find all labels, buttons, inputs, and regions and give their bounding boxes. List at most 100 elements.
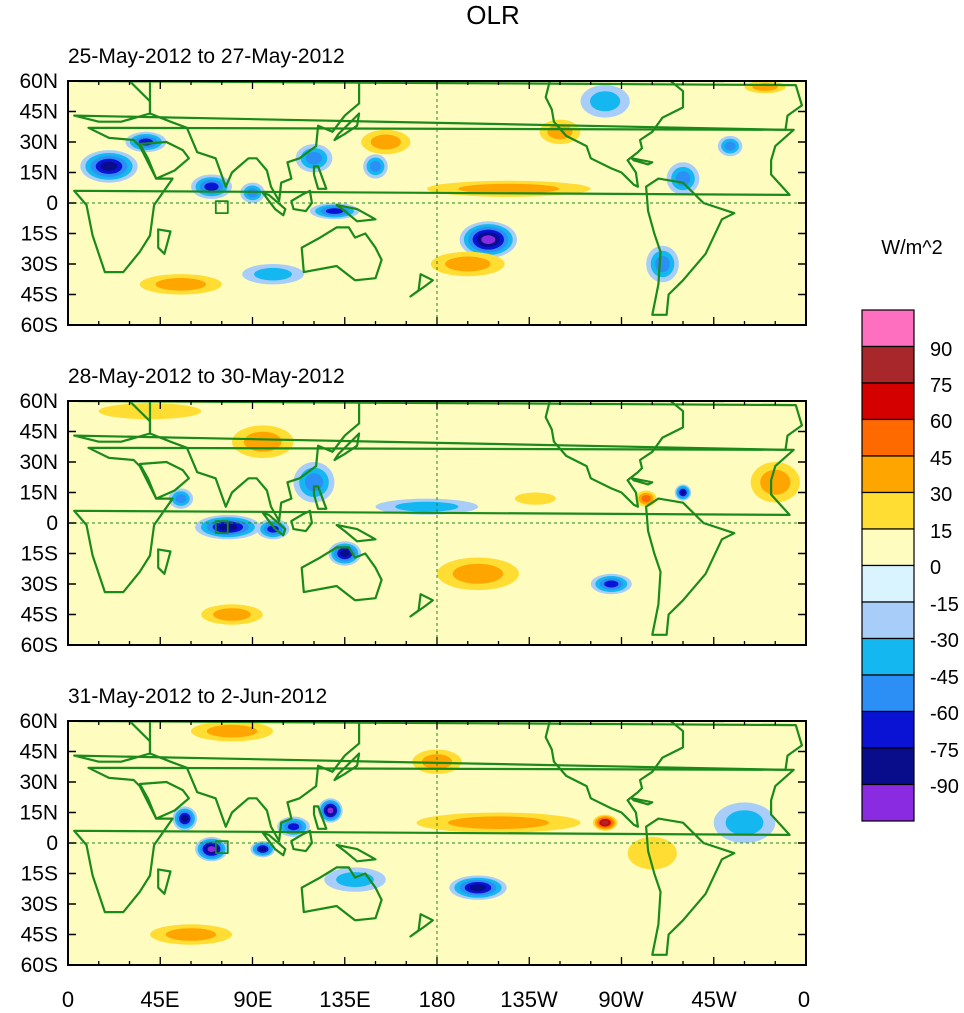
lat-label-30n: 30N <box>19 131 58 154</box>
coastline-new-guinea <box>335 203 377 223</box>
lat-label-60s: 60S <box>21 954 58 977</box>
coastline-borneo <box>290 509 313 533</box>
lat-label-30s: 30S <box>21 253 58 276</box>
colorbar-boxes <box>861 309 915 822</box>
panel-1-date-range: 25-May-2012 to 27-May-2012 <box>68 45 345 68</box>
olr-anomaly-contour <box>655 255 670 273</box>
colorbar-box-0 <box>861 309 915 348</box>
panel-1-coastlines <box>73 81 803 316</box>
panel-2-olr-field <box>68 401 806 645</box>
lon-label-135e: 135E <box>319 987 370 1012</box>
lon-label-45w: 45W <box>691 987 736 1012</box>
colorbar-label-minus-45: -45 <box>930 667 959 689</box>
lat-label-15n: 15N <box>19 162 58 185</box>
olr-anomaly-contour <box>724 141 736 151</box>
panel-1-olr-field <box>68 81 806 325</box>
lon-label-180: 180 <box>419 987 456 1012</box>
olr-anomaly-contour <box>725 810 764 836</box>
lat-label-15s: 15S <box>21 543 58 566</box>
colorbar-unit-label: W/m^2 <box>881 237 943 259</box>
olr-anomaly-contour <box>481 235 496 245</box>
coastline-australia <box>300 226 383 282</box>
lat-label-15s: 15S <box>21 223 58 246</box>
coastline-greenland <box>710 81 726 83</box>
colorbar-label-minus-60: -60 <box>930 703 959 725</box>
colorbar-label-60: 60 <box>930 411 952 433</box>
panel-2-coastlines <box>73 401 803 636</box>
map-panel-1: 25-May-2012 to 27-May-2012 60N 45N 30N 15N 0… <box>19 45 807 337</box>
lat-label-0: 0 <box>46 512 58 535</box>
colorbar-box-7 <box>861 564 915 603</box>
panel-2-date-range: 28-May-2012 to 30-May-2012 <box>68 365 345 388</box>
coastline-africa <box>73 126 795 274</box>
coastline-europe <box>73 401 803 451</box>
lon-label-135w: 135W <box>500 987 558 1012</box>
panel-3-coastlines <box>73 721 803 956</box>
coastline-new-zealand <box>409 913 434 938</box>
colorbar-box-11 <box>861 710 915 749</box>
olr-anomaly-contour <box>327 807 334 814</box>
olr-anomaly-contour <box>448 816 549 829</box>
lat-label-45s: 45S <box>21 284 58 307</box>
coastline-south-america <box>645 817 736 956</box>
colorbar-label-90: 90 <box>930 339 952 361</box>
coastline-australia <box>300 546 383 602</box>
coastline-australia <box>300 866 383 922</box>
coastline-asia <box>148 81 361 203</box>
coastline-north-america <box>466 721 685 828</box>
lat-label-60s: 60S <box>21 314 58 337</box>
colorbar-box-10 <box>861 674 915 713</box>
coastline-japan <box>333 112 361 142</box>
coastline-asia <box>148 401 361 523</box>
coastline-north-america <box>466 81 685 188</box>
olr-anomaly-contour <box>421 754 453 770</box>
coastline-arabia <box>138 460 190 500</box>
lat-label-60s: 60S <box>21 634 58 657</box>
olr-anomaly-contour <box>395 501 459 512</box>
coastline-madagascar <box>157 228 172 255</box>
colorbar-label-75: 75 <box>930 375 952 397</box>
olr-anomaly-contour <box>206 724 258 738</box>
olr-anomaly-contour <box>325 208 344 214</box>
coastline-sumatra <box>261 511 287 537</box>
colorbar-box-6 <box>861 528 915 567</box>
lat-label-45s: 45S <box>21 604 58 627</box>
olr-anomaly-contour <box>175 494 187 504</box>
lat-label-45n: 45N <box>19 421 58 444</box>
lat-label-15s: 15S <box>21 863 58 886</box>
olr-anomaly-contour <box>287 823 300 831</box>
coastline-philippines <box>312 165 328 190</box>
olr-anomaly-contour <box>213 608 251 621</box>
colorbar-label-45: 45 <box>930 448 952 470</box>
coastline-europe <box>73 721 803 771</box>
region-marker-box <box>214 520 229 534</box>
coastline-greenland <box>710 401 726 403</box>
coastline-madagascar <box>157 548 172 575</box>
lat-label-60n: 60N <box>19 710 58 733</box>
coastline-new-zealand <box>409 593 434 618</box>
colorbar-label-minus-30: -30 <box>930 630 959 652</box>
colorbar-labels: 90 75 60 45 30 15 0 -15 -30 -45 -60 -75 … <box>930 339 959 798</box>
olr-anomaly-contour <box>254 267 292 281</box>
figure-title: OLR <box>466 0 519 30</box>
map-panel-2: 28-May-2012 to 30-May-2012 60N 45N 30N 15N 0… <box>19 365 807 657</box>
coastline-philippines <box>312 805 328 830</box>
coastline-cuba <box>630 797 654 806</box>
olr-anomaly-contour <box>590 91 621 112</box>
olr-anomaly-contour <box>445 256 491 272</box>
colorbar-box-13 <box>861 783 915 822</box>
olr-anomaly-contour <box>340 550 350 557</box>
olr-anomaly-contour <box>680 490 686 495</box>
lat-label-45n: 45N <box>19 101 58 124</box>
colorbar-label-0: 0 <box>930 557 941 579</box>
lat-label-60n: 60N <box>19 70 58 93</box>
coastline-madagascar <box>157 868 172 895</box>
coastline-sumatra <box>261 191 287 217</box>
lat-label-30n: 30N <box>19 451 58 474</box>
colorbar-box-12 <box>861 747 915 786</box>
olr-anomaly-contour <box>458 183 560 194</box>
coastline-greenland <box>710 721 726 723</box>
olr-anomaly-contour <box>514 492 556 505</box>
lon-label-0: 0 <box>62 987 74 1012</box>
